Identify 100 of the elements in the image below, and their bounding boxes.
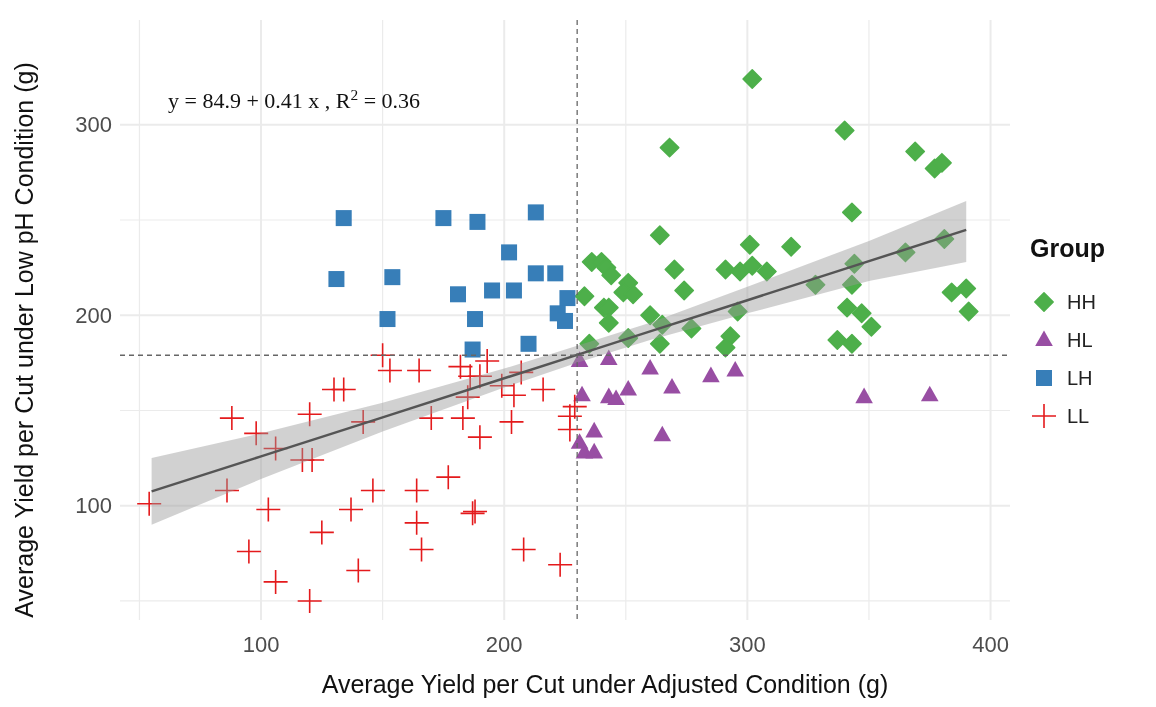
- point: [297, 402, 322, 427]
- point: [742, 255, 763, 276]
- point: [379, 311, 396, 328]
- point: [547, 265, 564, 282]
- point: [562, 394, 587, 419]
- point: [649, 333, 670, 354]
- point: [855, 387, 873, 404]
- point: [956, 278, 977, 299]
- point: [585, 442, 603, 459]
- x-tick-label: 200: [485, 632, 523, 657]
- x-tick-label: 100: [242, 632, 280, 657]
- point: [450, 406, 475, 431]
- legend-title: Group: [1030, 234, 1105, 262]
- point: [837, 297, 858, 318]
- legend-label: LH: [1067, 367, 1093, 389]
- point: [674, 280, 695, 301]
- point: [663, 378, 681, 394]
- point: [573, 385, 591, 402]
- point: [585, 421, 603, 438]
- point: [527, 204, 544, 221]
- point: [467, 311, 484, 328]
- point: [384, 269, 401, 286]
- point: [649, 225, 670, 246]
- point: [756, 261, 777, 282]
- point: [742, 69, 763, 89]
- point: [450, 286, 467, 303]
- point: [501, 383, 526, 408]
- point: [455, 385, 480, 410]
- point: [331, 377, 356, 402]
- point: [236, 539, 261, 564]
- point: [489, 373, 514, 398]
- point: [328, 271, 345, 288]
- point: [727, 301, 748, 322]
- x-axis-title: Average Yield per Cut under Adjusted Condition (g): [321, 670, 889, 698]
- point: [309, 520, 334, 545]
- point: [958, 301, 979, 322]
- point: [360, 478, 385, 503]
- point: [219, 406, 244, 431]
- point: [841, 274, 862, 295]
- point: [905, 141, 926, 162]
- point: [297, 588, 322, 613]
- point: [339, 497, 364, 522]
- x-tick-label: 400: [972, 632, 1009, 657]
- point: [574, 286, 595, 307]
- point: [559, 290, 576, 307]
- point: [263, 569, 288, 594]
- point: [505, 282, 522, 299]
- point: [467, 425, 492, 450]
- point: [557, 417, 582, 442]
- annotation: y = 84.9 + 0.41 x , R$^{2}$ = 0.36: [168, 85, 421, 113]
- legend-label: LL: [1067, 405, 1090, 427]
- y-tick-label: 200: [75, 302, 112, 328]
- point: [436, 465, 461, 490]
- point: [244, 421, 269, 446]
- point: [435, 210, 452, 227]
- point: [841, 202, 862, 223]
- x-tick-label: 300: [729, 632, 766, 657]
- point: [861, 316, 882, 337]
- point: [726, 360, 745, 377]
- point: [484, 282, 501, 299]
- point: [715, 259, 736, 280]
- point: [548, 552, 573, 577]
- point: [827, 330, 848, 350]
- point: [137, 491, 162, 516]
- point: [475, 348, 500, 373]
- point: [214, 478, 239, 503]
- point: [681, 318, 702, 339]
- point: [659, 137, 680, 158]
- point: [739, 234, 760, 255]
- point: [501, 244, 518, 261]
- point: [851, 303, 872, 324]
- point: [499, 409, 524, 434]
- point: [841, 333, 862, 354]
- point: [653, 425, 672, 442]
- point: [520, 335, 537, 352]
- point: [467, 364, 492, 389]
- point: [702, 366, 720, 383]
- point: [834, 120, 855, 141]
- point: [640, 305, 661, 326]
- point: [641, 358, 659, 375]
- point: [335, 210, 352, 227]
- point: [464, 341, 481, 358]
- point: [377, 358, 402, 383]
- point: [469, 213, 486, 230]
- point: [619, 379, 638, 396]
- point: [664, 259, 685, 280]
- y-tick-label: 100: [75, 493, 112, 519]
- legend-label: HH: [1067, 291, 1096, 313]
- point: [531, 377, 556, 402]
- point: [920, 385, 939, 402]
- y-tick-label: 300: [75, 112, 112, 138]
- point: [598, 312, 619, 333]
- point: [599, 349, 618, 366]
- point: [419, 406, 444, 431]
- point: [404, 510, 429, 535]
- point: [579, 333, 600, 354]
- point: [715, 337, 736, 358]
- legend-label: HL: [1067, 329, 1093, 351]
- point: [527, 265, 544, 282]
- y-axis-title: Average Yield per Cut under Low pH Condition (g): [10, 62, 38, 618]
